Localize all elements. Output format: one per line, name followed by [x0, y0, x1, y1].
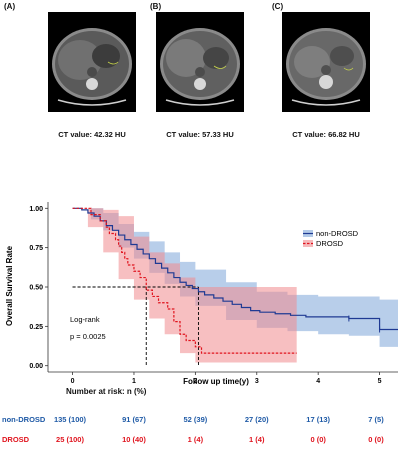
x-tick-label-4: 4 [316, 378, 320, 385]
ct-image-c [282, 12, 370, 112]
risk-cell-0-1: 91 (67) [122, 415, 146, 424]
ct-caption-b: CT value: 57.33 HU [166, 130, 234, 139]
x-tick-label-5: 5 [378, 378, 382, 385]
x-tick-label-0: 0 [71, 378, 75, 385]
risk-row-label-drosd: DROSD [2, 435, 30, 444]
ct-image-a [48, 12, 136, 112]
y-tick-label-3: 0.75 [29, 245, 43, 252]
p-value-label: p = 0.0025 [70, 332, 106, 341]
risk-cell-1-5: 0 (0) [368, 435, 384, 444]
x-tick-label-1: 1 [132, 378, 136, 385]
risk-cell-0-2: 52 (39) [183, 415, 208, 424]
logrank-label: Log-rank [70, 315, 100, 324]
risk-cell-1-0: 25 (100) [56, 435, 84, 444]
panel-label-a: (A) [4, 2, 16, 11]
y-axis-label: Overall Survival Rate [5, 245, 14, 326]
risk-cell-1-1: 10 (40) [122, 435, 146, 444]
panel-label-b: (B) [150, 2, 162, 11]
risk-cell-1-2: 1 (4) [187, 435, 204, 444]
y-tick-label-1: 0.25 [29, 324, 43, 331]
survival-curves [72, 207, 398, 354]
ct-image-b [156, 12, 244, 112]
legend-label-non-drosd: non-DROSD [316, 229, 359, 238]
y-tick-label-4: 1.00 [29, 206, 43, 213]
x-axis-label: Follow up time(y) [183, 377, 249, 386]
y-tick-label-2: 0.50 [29, 285, 43, 292]
risk-cell-1-4: 0 (0) [310, 435, 326, 444]
legend: non-DROSD DROSD [303, 229, 359, 248]
panel-label-c: (C) [272, 2, 284, 11]
survival-line-1 [72, 207, 297, 354]
risk-cell-1-3: 1 (4) [249, 435, 265, 444]
survival-line-0 [72, 207, 398, 331]
y-tick-label-0: 0.00 [29, 363, 43, 370]
ci-band-0 [72, 208, 398, 347]
risk-row-label-non-drosd: non-DROSD [2, 415, 46, 424]
risk-table-title: Number at risk: n (%) [66, 387, 147, 396]
risk-cell-0-3: 27 (20) [244, 415, 269, 424]
median-lines [72, 286, 199, 366]
risk-cell-0-0: 135 (100) [53, 415, 87, 424]
ct-caption-c: CT value: 66.82 HU [292, 130, 360, 139]
survival-chart: 0.00 0.25 0.50 0.75 1.00 0 1 2 3 4 5 Overall Survi… [5, 202, 398, 386]
x-tick-label-3: 3 [255, 378, 259, 385]
x-tick-label-2: 2 [193, 378, 197, 385]
axes: 0.00 0.25 0.50 0.75 1.00 0 1 2 3 4 5 [29, 202, 398, 385]
ct-caption-a: CT value: 42.32 HU [58, 130, 126, 139]
legend-label-drosd: DROSD [316, 239, 344, 248]
risk-cell-0-4: 17 (13) [306, 415, 331, 424]
risk-cell-0-5: 7 (5) [368, 415, 384, 424]
